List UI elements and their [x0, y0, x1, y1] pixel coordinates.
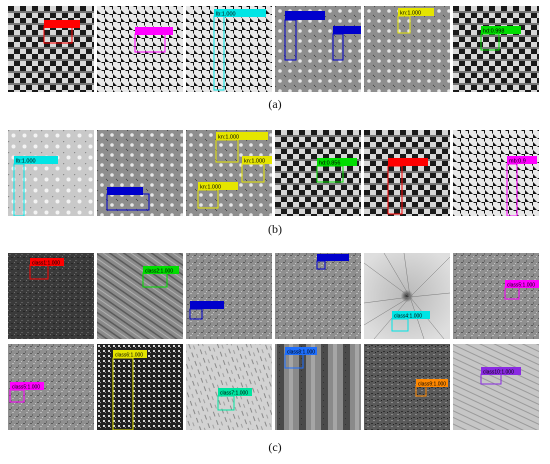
label-tag	[242, 156, 272, 164]
label-text: class5:1.000	[12, 385, 40, 391]
sample-image-b6: mb:0.9	[453, 130, 539, 216]
label-text: lb:1.000	[216, 12, 236, 18]
label-text: kn:1.000	[218, 135, 239, 141]
label-tag	[416, 379, 448, 387]
label-tag	[14, 156, 58, 164]
label-text: hd:0.998	[483, 29, 504, 35]
sample-image-c7: class5:1.000	[8, 344, 94, 430]
sample-image-c9: class7:1.000	[186, 344, 272, 430]
label-tag	[30, 258, 64, 266]
label-text: class10:1.000	[483, 370, 514, 376]
sample-image-c4	[275, 253, 361, 339]
sample-image-b3: kn:1.000 kn:1.000 kn:1.000	[186, 130, 272, 216]
label-text: hd:0.856	[319, 161, 340, 167]
label-text: kn:1.000	[200, 185, 221, 191]
label-tag	[388, 158, 428, 166]
label-tag	[285, 11, 325, 20]
label-tag	[143, 266, 179, 274]
label-tag	[135, 27, 173, 35]
label-tag	[44, 20, 80, 28]
sample-image-c3	[186, 253, 272, 339]
label-text: kn:1.000	[400, 11, 421, 17]
label-tag	[398, 8, 434, 16]
label-text: mb:0.9	[509, 159, 526, 165]
sample-image-a6: hd:0.998	[453, 6, 539, 92]
sample-image-c10: class8:1.000	[275, 344, 361, 430]
sample-image-b2	[97, 130, 183, 216]
label-tag	[317, 158, 357, 166]
sample-image-a3: lb:1.000	[186, 6, 272, 92]
label-text: class1:1.000	[32, 261, 60, 267]
sample-image-c8: class6:1.000	[97, 344, 183, 430]
label-text: kn:1.000	[244, 159, 265, 165]
label-tag	[198, 182, 238, 190]
sample-image-a4	[275, 6, 361, 92]
label-tag	[10, 382, 44, 390]
label-tag	[392, 311, 430, 319]
caption-b: (b)	[268, 222, 282, 236]
label-tag	[190, 301, 224, 309]
sample-image-b4: hd:0.856	[275, 130, 361, 216]
label-text: class4:1.000	[394, 314, 422, 320]
sample-image-a1	[8, 6, 94, 92]
sample-image-a5: kn:1.000	[364, 6, 450, 92]
label-text: class2:1.000	[145, 269, 173, 275]
sample-image-c12: class10:1.000	[453, 344, 539, 430]
label-tag	[107, 187, 143, 195]
label-tag	[507, 156, 537, 164]
label-tag	[481, 367, 521, 375]
caption-a: (a)	[268, 97, 282, 111]
sample-image-c6: class5:1.000	[453, 253, 539, 339]
label-text: class7:1.000	[220, 391, 248, 397]
label-tag	[317, 254, 349, 261]
sample-image-c11: class9:1.000	[364, 344, 450, 430]
label-tag	[505, 280, 539, 288]
label-tag	[481, 26, 521, 34]
label-tag	[285, 347, 317, 355]
label-tag	[216, 132, 268, 140]
label-tag	[214, 9, 266, 17]
label-tag	[218, 388, 252, 396]
label-text: class6:1.000	[115, 353, 143, 359]
label-text: class5:1.000	[507, 283, 535, 289]
sample-image-b5	[364, 130, 450, 216]
sample-image-a2	[97, 6, 183, 92]
label-tag	[113, 350, 147, 358]
sample-image-c5: class4:1.000	[364, 253, 450, 339]
caption-c: (c)	[268, 440, 282, 454]
label-text: class8:1.000	[287, 350, 315, 356]
label-text: lb:1.000	[16, 159, 36, 165]
label-tag	[333, 26, 361, 34]
label-text: class9:1.000	[418, 382, 446, 388]
sample-image-b1: lb:1.000	[8, 130, 94, 216]
sample-image-c2: class2:1.000	[97, 253, 183, 339]
sample-image-c1: class1:1.000	[8, 253, 94, 339]
